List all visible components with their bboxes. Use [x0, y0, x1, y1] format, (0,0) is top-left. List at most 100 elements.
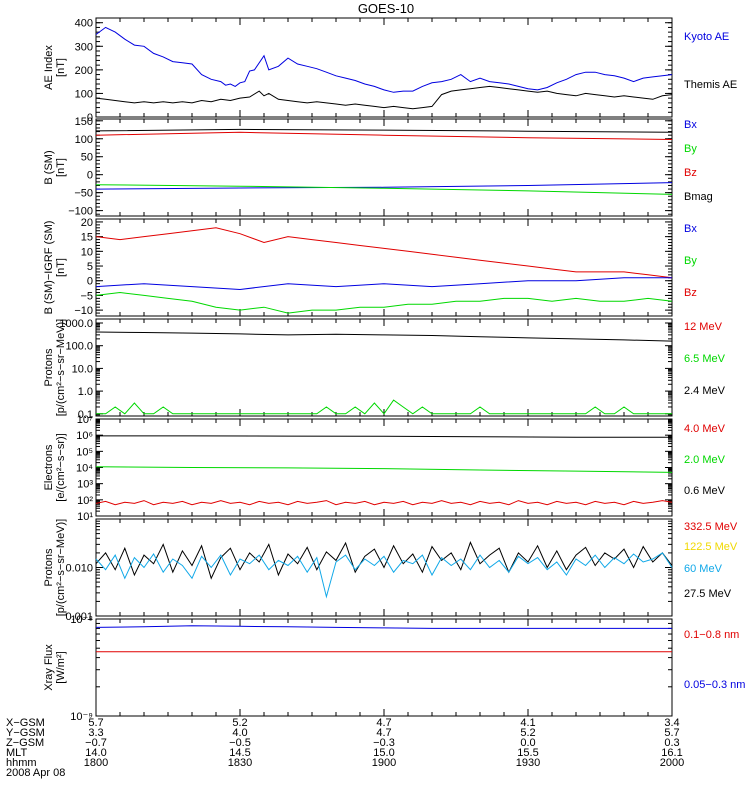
- x-row-value: 16.1: [661, 747, 682, 759]
- chart-panel-3: −10 −5 0 5 10 15 20 B (SM)−IGRF (SM)[nT] Bx By Bz: [43, 217, 697, 317]
- panel-frame: [95, 318, 673, 417]
- x-row-label: hhmm: [6, 757, 37, 769]
- legend-label: Themis AE: [684, 79, 737, 91]
- y-axis-title-line: [W/m²]: [55, 651, 67, 683]
- series-line: [95, 552, 673, 599]
- y-axis-title: B (SM)[nT]: [43, 150, 67, 184]
- x-row-value: 4.1: [520, 717, 535, 729]
- x-row-value: 1800: [84, 757, 108, 769]
- legend-label: 122.5 MeV: [684, 541, 738, 553]
- series-line: [95, 184, 673, 195]
- x-row-label: MLT: [6, 747, 27, 759]
- legend-label: 60 MeV: [684, 563, 723, 575]
- x-row-value: 0.0: [520, 737, 535, 749]
- y-tick-label: 1000.0: [59, 318, 93, 330]
- legend-label: Kyoto AE: [684, 31, 729, 43]
- date-label: 2008 Apr 08: [6, 767, 65, 779]
- y-tick-label: 0: [87, 112, 93, 124]
- y-tick-label: 10⁻⁸: [70, 614, 93, 626]
- y-axis-title-line: [p/(cm²−s−sr−MeV)]: [55, 519, 67, 617]
- y-tick-label: −10: [74, 305, 93, 317]
- y-axis-title: Xray Flux[W/m²]: [43, 644, 67, 691]
- y-tick-label: 200: [75, 65, 93, 77]
- y-tick-label: 1.0: [78, 386, 93, 398]
- x-row-value: −0.5: [229, 737, 251, 749]
- y-axis-title-line: Xray Flux: [43, 644, 55, 691]
- legend-label: Bx: [684, 119, 697, 131]
- series-line: [95, 131, 673, 140]
- y-tick-label: 10¹: [77, 511, 93, 523]
- series-line: [95, 466, 673, 473]
- x-row-value: 3.3: [88, 727, 103, 739]
- y-tick-label: 10⁵: [76, 446, 93, 458]
- series-line: [95, 500, 673, 506]
- legend-label: 0.1−0.8 nm: [684, 629, 739, 641]
- x-row-value: −0.7: [85, 737, 107, 749]
- x-row-label: Z−GSM: [6, 737, 44, 749]
- y-tick-label: 15: [81, 232, 93, 244]
- chart-panel-5: 10¹ 10² 10³ 10⁴ 10⁵ 10⁶ 10⁷ Electrons[e/(cm²−s−…: [43, 414, 726, 523]
- y-tick-label: 10: [81, 246, 93, 258]
- legend-label: By: [684, 255, 697, 267]
- x-row-value: 2000: [660, 757, 684, 769]
- x-row-value: −0.3: [373, 737, 395, 749]
- y-axis-title: AE Index[nT]: [43, 45, 67, 90]
- y-tick-label: 10²: [77, 495, 93, 507]
- y-axis-title: Protons[p/(cm²−s−sr−MeV)]: [43, 519, 67, 617]
- legend-label: 2.4 MeV: [684, 385, 726, 397]
- legend-label: 4.0 MeV: [684, 423, 726, 435]
- figure-title: GOES-10: [358, 1, 414, 16]
- y-axis-title: B (SM)−IGRF (SM)[nT]: [43, 221, 67, 315]
- y-axis-title-line: AE Index: [43, 45, 55, 90]
- y-axis-title-line: Protons: [43, 348, 55, 386]
- x-row-value: 4.0: [232, 727, 247, 739]
- y-tick-label: 400: [75, 18, 93, 30]
- x-row-value: 3.4: [664, 717, 679, 729]
- y-tick-label: −50: [74, 188, 93, 200]
- chart-panel-7: 10⁻⁹ 10⁻⁸ Xray Flux[W/m²] 0.1−0.8 nm 0.05−0.…: [43, 614, 745, 723]
- legend-label: 0.05−0.3 nm: [684, 679, 745, 691]
- legend-label: Bz: [684, 167, 697, 179]
- x-row-value: 1930: [516, 757, 540, 769]
- y-tick-label: 10⁷: [77, 414, 93, 426]
- y-tick-label: 300: [75, 41, 93, 53]
- y-tick-label: −100: [68, 206, 93, 218]
- series-line: [95, 625, 672, 629]
- y-tick-label: 100.0: [65, 341, 93, 353]
- legend-label: 6.5 MeV: [684, 353, 726, 365]
- series-line: [95, 541, 673, 580]
- y-axis-title: Protons[p/(cm²−s−sr−MeV)]: [43, 319, 67, 417]
- x-row-value: 5.2: [232, 717, 247, 729]
- y-axis-title-line: [p/(cm²−s−sr−MeV)]: [55, 319, 67, 417]
- series-line: [95, 128, 673, 133]
- x-row-value: 1830: [228, 757, 252, 769]
- legend-label: 2.0 MeV: [684, 454, 726, 466]
- y-tick-label: 100: [75, 134, 93, 146]
- y-axis-title-line: B (SM): [43, 150, 55, 184]
- y-tick-label: 10⁶: [76, 430, 93, 442]
- chart-panel-1: 0 100 200 300 400 AE Index[nT] Kyoto AE Themis …: [43, 17, 737, 124]
- x-row-value: 14.0: [85, 747, 106, 759]
- y-axis-title-line: Protons: [43, 548, 55, 586]
- series-line: [96, 399, 672, 415]
- y-axis-title-line: Electrons: [43, 444, 55, 490]
- y-tick-label: 100: [75, 88, 93, 100]
- x-row-value: 14.5: [229, 747, 250, 759]
- y-tick-label: 0: [87, 170, 93, 182]
- series-line: [95, 291, 673, 314]
- x-row-value: 1900: [372, 757, 396, 769]
- x-row-value: 15.0: [373, 747, 394, 759]
- legend-label: 332.5 MeV: [684, 521, 738, 533]
- panel-frame: [95, 218, 673, 317]
- legend-label: By: [684, 143, 697, 155]
- y-tick-label: 10⁻⁹: [70, 711, 93, 723]
- y-tick-label: 150: [75, 116, 93, 128]
- series-line: [95, 331, 673, 342]
- legend-label: 27.5 MeV: [684, 588, 732, 600]
- x-row-label: Y−GSM: [6, 727, 45, 739]
- y-tick-label: 10³: [77, 479, 93, 491]
- legend-label: Bx: [684, 223, 697, 235]
